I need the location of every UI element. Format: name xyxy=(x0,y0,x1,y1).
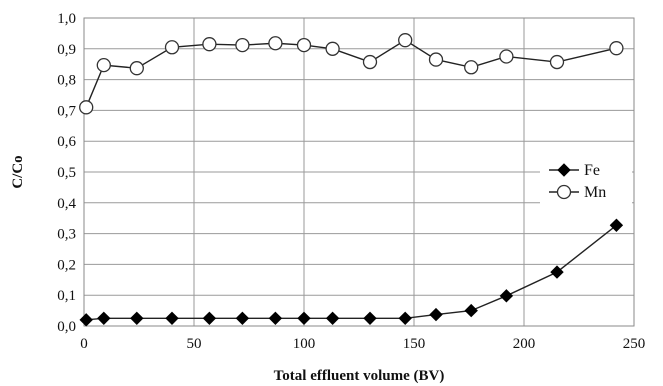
data-point-mn xyxy=(499,49,514,64)
data-point-fe xyxy=(464,303,478,318)
x-tick-label: 150 xyxy=(403,336,426,352)
tick-labels: 0,0 0,1 0,2 0,3 0,4 0,5 0,6 0,7 0,8 0,9 1,0 0 50 100 1… xyxy=(57,11,645,352)
x-tick-label: 50 xyxy=(187,336,202,352)
data-point-fe xyxy=(297,311,311,326)
legend-item-fe: Fe xyxy=(549,162,600,179)
x-tick-label: 200 xyxy=(513,336,536,352)
x-tick-label: 100 xyxy=(293,336,316,352)
y-tick-label: 0,5 xyxy=(57,165,76,181)
data-point-mn xyxy=(79,100,94,115)
data-point-fe xyxy=(499,289,514,303)
series-mn xyxy=(79,33,624,115)
legend-marker-fe xyxy=(557,163,571,177)
data-point-mn xyxy=(325,41,340,56)
series-line-fe xyxy=(86,224,617,321)
x-tick-label: 250 xyxy=(623,336,646,352)
data-point-fe xyxy=(609,218,624,232)
data-point-mn xyxy=(129,61,144,76)
series-fe xyxy=(79,218,624,327)
x-axis-title: Total effluent volume (BV) xyxy=(274,368,445,384)
data-point-mn xyxy=(268,36,283,51)
data-point-mn xyxy=(202,37,217,52)
data-point-mn xyxy=(609,41,624,56)
data-point-fe xyxy=(325,311,340,326)
legend-label-fe: Fe xyxy=(584,162,600,179)
y-tick-label: 0,3 xyxy=(57,227,76,243)
data-point-fe xyxy=(363,311,377,326)
data-point-mn xyxy=(296,37,312,53)
data-point-fe xyxy=(268,311,283,326)
data-point-fe xyxy=(97,311,111,326)
y-tick-label: 0,9 xyxy=(57,42,76,58)
legend: Fe Mn xyxy=(540,154,632,204)
data-point-fe xyxy=(550,265,564,279)
series-line-mn xyxy=(85,39,617,108)
y-tick-label: 0,7 xyxy=(57,103,76,119)
data-point-mn xyxy=(549,54,565,70)
y-tick-label: 0,2 xyxy=(57,257,76,273)
data-point-fe xyxy=(165,311,179,326)
data-point-mn xyxy=(362,54,378,70)
data-point-mn xyxy=(464,60,479,75)
data-point-mn xyxy=(164,40,180,55)
data-point-fe xyxy=(235,311,250,326)
legend-background xyxy=(540,154,632,204)
data-point-mn xyxy=(428,52,444,67)
y-tick-label: 0,6 xyxy=(57,134,76,150)
series-layer xyxy=(79,33,624,327)
data-point-fe xyxy=(429,307,443,322)
legend-item-mn: Mn xyxy=(549,184,606,201)
y-tick-label: 0,0 xyxy=(57,319,76,335)
data-point-fe xyxy=(79,313,93,327)
y-tick-label: 0,4 xyxy=(57,196,76,212)
data-point-fe xyxy=(130,311,144,326)
legend-label-mn: Mn xyxy=(584,184,606,201)
data-point-mn xyxy=(96,57,111,73)
plot-area-frame xyxy=(83,17,635,327)
y-axis-title: C/Co xyxy=(10,155,26,188)
legend-marker-mn xyxy=(556,184,572,200)
x-tick-label: 0 xyxy=(80,336,88,352)
y-tick-label: 1,0 xyxy=(57,11,76,27)
y-tick-label: 0,8 xyxy=(57,73,76,89)
data-point-fe xyxy=(202,311,217,326)
data-point-fe xyxy=(398,311,412,326)
y-tick-label: 0,1 xyxy=(57,288,76,304)
data-point-mn xyxy=(398,33,413,48)
data-point-mn xyxy=(235,37,250,53)
